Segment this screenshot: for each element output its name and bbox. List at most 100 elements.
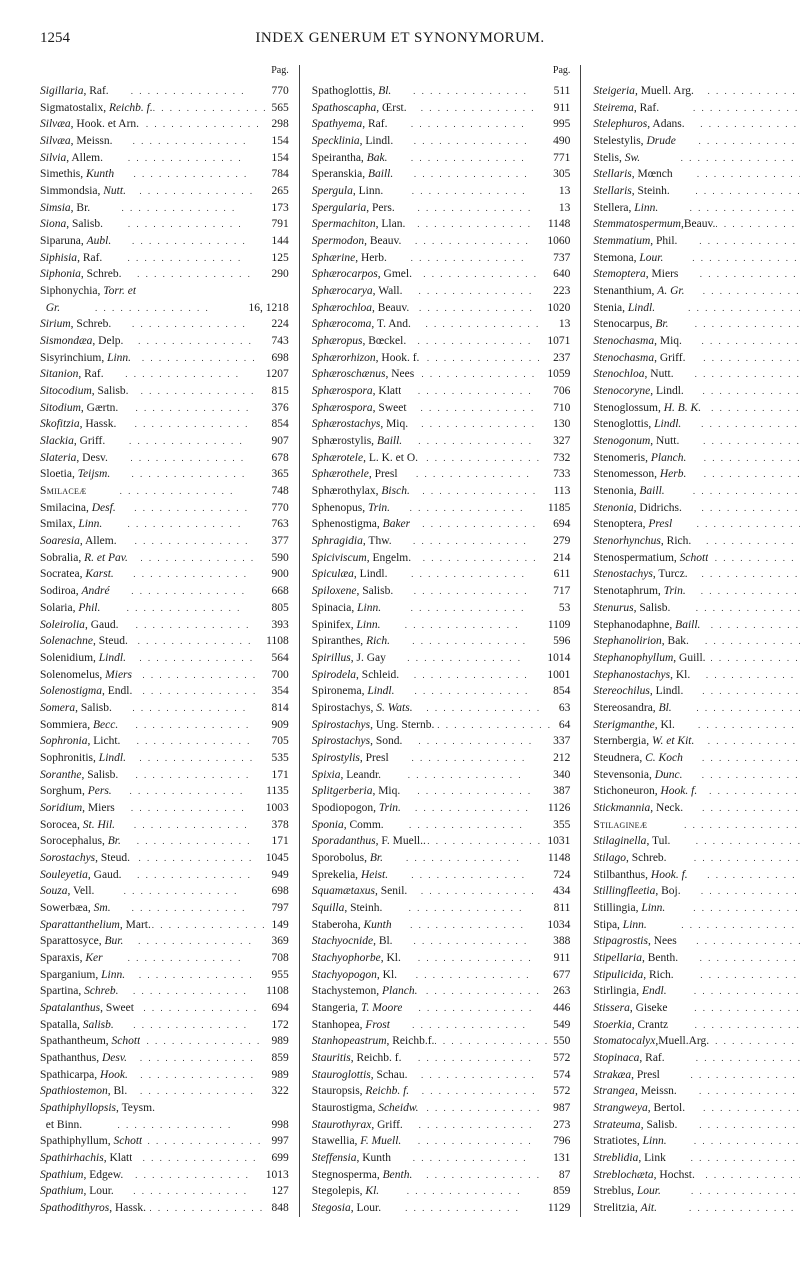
entry-name: Simsia, Br.	[40, 200, 90, 217]
entry-page: 378	[268, 817, 289, 834]
entry-page: 909	[268, 717, 289, 734]
entry-name: Spirostachys, Sond.	[312, 733, 403, 750]
index-entry: Smilax, Linn. . . . . . . . . . . . . . …	[40, 516, 289, 533]
leader-dots: . . . . . . . . . . . . . .	[682, 335, 800, 348]
leader-dots: . . . . . . . . . . . . . .	[412, 1169, 555, 1182]
index-entry: Stenospermatium, Schott . . . . . . . . …	[593, 550, 800, 567]
entry-name: Stenomesson, Herb.	[593, 466, 686, 483]
entry-name: Sporadanthus, F. Muell..	[312, 833, 426, 850]
leader-dots: . . . . . . . . . . . . . .	[121, 268, 267, 281]
entry-page: 574	[549, 1067, 570, 1084]
index-entry: Sphærostachys, Miq. . . . . . . . . . . …	[312, 416, 571, 433]
entry-page: 511	[550, 83, 571, 100]
leader-dots: . . . . . . . . . . . . . .	[114, 168, 267, 181]
leader-dots: . . . . . . . . . . . . . .	[387, 252, 549, 265]
index-entry: Stilago, Schreb. . . . . . . . . . . . .…	[593, 850, 800, 867]
entry-page: 770	[268, 83, 289, 100]
entry-name: Sigillaria, Raf.	[40, 83, 109, 100]
index-entry: Souza, Vell. . . . . . . . . . . . . . .…	[40, 883, 289, 900]
index-entry: Stilbanthus, Hook. f. . . . . . . . . . …	[593, 867, 800, 884]
index-entry: Strakæa, Presl . . . . . . . . . . . . .…	[593, 1067, 800, 1084]
entry-page: 989	[268, 1067, 289, 1084]
entry-name: Gr.	[40, 300, 60, 317]
index-entry: Sitocodium, Salisb. . . . . . . . . . . …	[40, 383, 289, 400]
leader-dots: . . . . . . . . . . . . . .	[121, 869, 267, 882]
leader-dots: . . . . . . . . . . . . . .	[123, 1169, 261, 1182]
entry-name: Stenochasma, Miq.	[593, 333, 681, 350]
entry-name: Spermodon, Beauv.	[312, 233, 402, 250]
index-entry: Stellera, Linn. . . . . . . . . . . . . …	[593, 200, 800, 217]
leader-dots: . . . . . . . . . . . . . .	[116, 418, 267, 431]
leader-dots: . . . . . . . . . . . . . .	[663, 252, 800, 265]
index-entry: Spathyema, Raf. . . . . . . . . . . . . …	[312, 116, 571, 133]
leader-dots: . . . . . . . . . . . . . .	[400, 785, 549, 798]
entry-page: 64	[555, 717, 571, 734]
leader-dots: . . . . . . . . . . . . . .	[110, 468, 267, 481]
entry-page: 1031	[543, 833, 570, 850]
entry-page: 700	[268, 667, 289, 684]
entry-page: 987	[549, 1100, 570, 1117]
index-entry: Spermachiton, Llan. . . . . . . . . . . …	[312, 216, 571, 233]
leader-dots: . . . . . . . . . . . . . .	[386, 652, 544, 665]
index-entry: Spirostachys, Ung. Sternb. . . . . . . .…	[312, 717, 571, 734]
index-entry: Spirodela, Schleid. . . . . . . . . . . …	[312, 667, 571, 684]
entry-page: 322	[268, 1083, 289, 1100]
index-entry: Spirillus, J. Gay . . . . . . . . . . . …	[312, 650, 571, 667]
entry-name: Spiranthes, Rich.	[312, 633, 390, 650]
leader-dots: . . . . . . . . . . . . . .	[403, 1119, 549, 1132]
entry-page: 171	[268, 767, 289, 784]
leader-dots: . . . . . . . . . . . . . .	[131, 352, 267, 365]
entry-name: Staberoha, Kunth	[312, 917, 392, 934]
entry-name: Souza, Vell.	[40, 883, 94, 900]
leader-dots: . . . . . . . . . . . . . .	[691, 535, 800, 548]
index-entry: Stenochasma, Miq. . . . . . . . . . . . …	[593, 333, 800, 350]
entries-3: Steigeria, Muell. Arg. . . . . . . . . .…	[593, 83, 800, 1217]
entry-name: Strateuma, Salisb.	[593, 1117, 677, 1134]
entry-name: Spixia, Leandr.	[312, 767, 381, 784]
leader-dots: . . . . . . . . . . . . . .	[688, 568, 800, 581]
index-entry: Solaria, Phil. . . . . . . . . . . . . .…	[40, 600, 289, 617]
leader-dots: . . . . . . . . . . . . . .	[407, 102, 550, 115]
index-entry: Sphærothylax, Bisch. . . . . . . . . . .…	[312, 483, 571, 500]
entry-page: 365	[268, 466, 289, 483]
entry-name: Sphenostigma, Baker	[312, 516, 410, 533]
entry-page: 596	[549, 633, 570, 650]
entry-name: Silvæa, Hook. et Arn.	[40, 116, 139, 133]
index-entry: Sorostachys, Steud. . . . . . . . . . . …	[40, 850, 289, 867]
index-entry: Spatalanthus, Sweet . . . . . . . . . . …	[40, 1000, 289, 1017]
index-entry: Solenomelus, Miers . . . . . . . . . . .…	[40, 667, 289, 684]
index-entry: Stenia, Lindl. . . . . . . . . . . . . .…	[593, 300, 800, 317]
index-entry: Siphonia, Schreb. . . . . . . . . . . . …	[40, 266, 289, 283]
entry-name: Sphærotele, L. K. et O.	[312, 450, 418, 467]
index-entry: Stillingia, Linn. . . . . . . . . . . . …	[593, 900, 800, 917]
entry-name: Spergula, Linn.	[312, 183, 383, 200]
entry-name: Spathiphyllopsis, Teysm.	[40, 1100, 155, 1117]
index-entry: Sophronia, Licht. . . . . . . . . . . . …	[40, 733, 289, 750]
page-title: INDEX GENERUM ET SYNONYMORUM.	[100, 30, 760, 47]
index-entry: Stenoptera, Presl . . . . . . . . . . . …	[593, 516, 800, 533]
index-entry: Stipagrostis, Nees . . . . . . . . . . .…	[593, 933, 800, 950]
entry-page: 717	[549, 583, 570, 600]
index-entry: Spartina, Schreb. . . . . . . . . . . . …	[40, 983, 289, 1000]
leader-dots: . . . . . . . . . . . . . .	[393, 935, 550, 948]
index-entry: Stanhopeastrum, Reichb.f. . . . . . . . …	[312, 1033, 571, 1050]
entry-name: Spirostylis, Presl	[312, 750, 389, 767]
entry-name: Speirantha, Bak.	[312, 150, 388, 167]
entry-name: Sphæropus, Bœckel.	[312, 333, 406, 350]
entry-name: Stachystemon, Planch.	[312, 983, 418, 1000]
index-entry: Stangeria, T. Moore . . . . . . . . . . …	[312, 1000, 571, 1017]
leader-dots: . . . . . . . . . . . . . .	[679, 435, 800, 448]
entry-name: Spathyema, Raf.	[312, 116, 388, 133]
index-entry: Slateria, Desv. . . . . . . . . . . . . …	[40, 450, 289, 467]
entry-name: Stipulicida, Rich.	[593, 967, 673, 984]
leader-dots: . . . . . . . . . . . . . .	[82, 1119, 267, 1132]
leader-dots: . . . . . . . . . . . . . .	[103, 218, 268, 231]
leader-dots: . . . . . . . . . . . . . .	[118, 619, 267, 632]
entry-name: Stillingia, Linn.	[593, 900, 665, 917]
index-entry: Spiculæa, Lindl. . . . . . . . . . . . .…	[312, 566, 571, 583]
entry-name: Smilax, Linn.	[40, 516, 102, 533]
leader-dots: . . . . . . . . . . . . . .	[111, 318, 267, 331]
entry-name: Spinacia, Linn.	[312, 600, 381, 617]
entry-name: Soaresia, Allem.	[40, 533, 117, 550]
entry-page: 173	[268, 200, 289, 217]
